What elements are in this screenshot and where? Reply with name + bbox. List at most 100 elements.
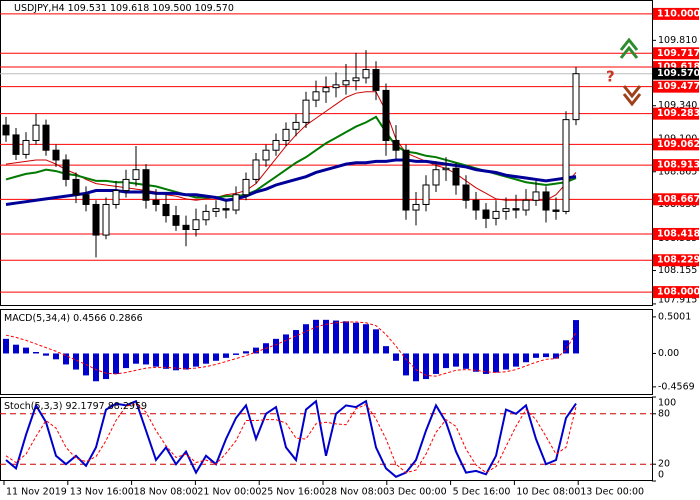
level-label: 108.418 xyxy=(657,228,700,239)
histogram-bar xyxy=(243,351,249,354)
histogram-bar xyxy=(553,353,559,359)
level-label: 109.618 xyxy=(657,62,700,73)
level-label-box xyxy=(653,159,699,172)
candle-body xyxy=(202,210,210,221)
histogram-bar xyxy=(273,338,279,354)
panel-border xyxy=(0,397,653,481)
histogram-bar xyxy=(413,353,419,382)
histogram-bar xyxy=(213,353,219,361)
x-tick-label: 21 Nov 00:00 xyxy=(197,487,261,498)
candle-body xyxy=(92,203,100,236)
y-tick-label: 0 xyxy=(658,470,664,481)
down-arrow xyxy=(622,85,642,99)
x-tick-label: 5 Dec 16:00 xyxy=(453,487,511,498)
level-label: 109.477 xyxy=(657,81,700,92)
histogram-bar xyxy=(443,353,449,369)
candle-body xyxy=(352,77,360,82)
candle-body xyxy=(132,169,140,180)
plot-layer xyxy=(0,0,653,481)
histogram-bar xyxy=(423,353,429,380)
x-tick-label: 13 Dec 00:00 xyxy=(580,487,644,498)
histogram-bar xyxy=(103,353,109,380)
level-label-box xyxy=(653,193,699,206)
histogram-bar xyxy=(203,353,209,364)
histogram-bar xyxy=(133,353,139,364)
histogram-bar xyxy=(113,353,119,374)
x-tick-label: 3 Dec 00:00 xyxy=(389,487,447,498)
y-tick-label: 0.5001 xyxy=(658,311,691,322)
candle-body xyxy=(2,124,10,136)
level-label-box xyxy=(653,227,699,240)
candle-body xyxy=(522,199,530,211)
stoch-title: Stoch(5,3,3) xyxy=(4,401,62,412)
histogram-bar xyxy=(283,334,289,354)
candle-body xyxy=(162,203,170,217)
histogram-bar xyxy=(13,344,19,354)
x-tick-label: 13 Nov 16:00 xyxy=(70,487,134,498)
histogram-bar xyxy=(293,330,299,354)
candle-body xyxy=(262,149,270,161)
candle-body xyxy=(102,203,110,236)
level-label: 109.717 xyxy=(657,48,700,59)
question-mark: ? xyxy=(606,68,615,86)
candle-body xyxy=(452,167,460,186)
y-tick-label: 108.865 xyxy=(658,166,697,177)
histogram-bar xyxy=(223,353,229,358)
candle-body xyxy=(312,91,320,101)
histogram-bar xyxy=(3,338,9,354)
histogram-bar xyxy=(483,353,489,374)
candle-body xyxy=(572,73,580,121)
histogram-bar xyxy=(253,347,259,354)
candle-body xyxy=(172,215,180,226)
histogram-bar xyxy=(323,319,329,354)
y-tick-label: 20 xyxy=(658,459,670,470)
candle-body xyxy=(142,169,150,201)
histogram-bar xyxy=(153,353,159,367)
histogram-bar xyxy=(563,340,569,354)
histogram-bar xyxy=(533,353,539,358)
down-arrow xyxy=(622,93,642,107)
candle-body xyxy=(322,87,330,93)
histogram-bar xyxy=(353,322,359,354)
current-price-box xyxy=(653,67,699,80)
x-tick-label: 11 Nov 2019 xyxy=(6,487,67,498)
indicator-line xyxy=(5,399,577,478)
level-label: 108.000 xyxy=(657,287,700,298)
candle-body xyxy=(272,139,280,151)
macd-title: MACD(5,34,4) xyxy=(4,313,70,324)
y-tick-label: -0.4569 xyxy=(658,381,695,392)
histogram-bar xyxy=(93,353,99,382)
candle-body xyxy=(412,203,420,211)
histogram-bar xyxy=(393,353,399,361)
up-arrow xyxy=(619,45,639,59)
level-label-box xyxy=(653,80,699,93)
stoch-header: Stoch(5,3,3) 92.1797 88.2959 xyxy=(4,401,147,412)
candle-body xyxy=(332,84,340,89)
candle-body xyxy=(232,194,240,211)
candle-body xyxy=(52,149,60,161)
histogram-bar xyxy=(43,353,49,356)
candle-body xyxy=(252,159,260,180)
candle-body xyxy=(472,199,480,211)
candle-body xyxy=(82,194,90,205)
candle-body xyxy=(212,208,220,212)
candle-body xyxy=(242,178,250,196)
histogram-bar xyxy=(33,352,39,354)
histogram-bar xyxy=(363,324,369,354)
candle-body xyxy=(292,121,300,130)
candle-body xyxy=(482,209,490,219)
candle-body xyxy=(442,167,450,171)
histogram-bar xyxy=(343,321,349,354)
histogram-bar xyxy=(173,353,179,371)
candle-body xyxy=(112,190,120,205)
indicator-line xyxy=(5,91,577,201)
level-label-box xyxy=(653,286,699,299)
level-label: 108.229 xyxy=(657,255,700,266)
histogram-bar xyxy=(373,329,379,354)
x-tick-label: 10 Dec 08:00 xyxy=(516,487,580,498)
level-label-box xyxy=(653,47,699,60)
candle-body xyxy=(392,139,400,151)
histogram-bar xyxy=(163,353,169,369)
y-tick-label: 80 xyxy=(658,408,670,419)
